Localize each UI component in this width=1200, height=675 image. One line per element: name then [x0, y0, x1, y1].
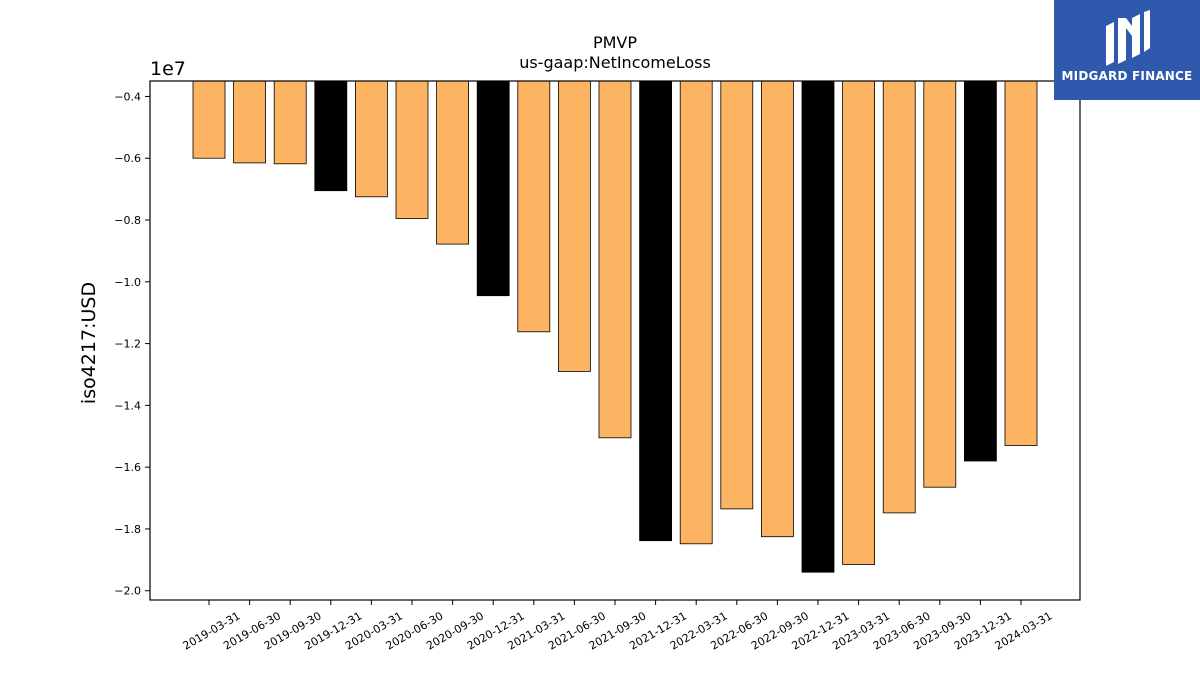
- bar-2023-06-30: [882, 80, 916, 514]
- y-tick-label: −1.8: [114, 523, 141, 536]
- y-tick-label: −2.0: [114, 585, 141, 598]
- bar-2023-09-30: [923, 80, 957, 488]
- bar-2022-03-31: [679, 80, 713, 545]
- bar-2021-12-31: [639, 80, 672, 542]
- bar-2020-09-30: [436, 80, 470, 245]
- y-tick-label: −1.6: [114, 461, 141, 474]
- bar-2024-03-31: [1004, 80, 1038, 446]
- bar-2019-09-30: [273, 80, 307, 165]
- bar-2023-03-31: [842, 80, 875, 565]
- bar-2022-09-30: [761, 80, 794, 538]
- bar-2020-06-30: [395, 80, 429, 219]
- midgard-logo-icon: [1106, 10, 1150, 66]
- y-tick-label: −1.4: [114, 399, 141, 412]
- y-tick-label: −1.0: [114, 276, 141, 289]
- y-tick-label: −0.4: [114, 90, 141, 103]
- bar-2020-12-31: [476, 80, 510, 297]
- bar-2019-06-30: [233, 80, 267, 164]
- bar-2019-03-31: [192, 80, 226, 159]
- plot-frame: [149, 80, 1081, 601]
- bar-2022-12-31: [801, 80, 835, 573]
- y-tick-label: −1.2: [114, 338, 141, 351]
- bars-group: [192, 80, 1038, 573]
- chart-title: PMVP: [593, 33, 637, 52]
- bar-2021-03-31: [517, 80, 551, 333]
- bar-2021-09-30: [598, 80, 632, 439]
- bar-2023-12-31: [964, 80, 997, 462]
- bar-2021-06-30: [558, 80, 591, 372]
- y-axis-label: iso4217:USD: [78, 282, 100, 404]
- bar-2022-06-30: [720, 80, 754, 510]
- y-ticks-group: −0.4 −0.6 −0.8 −1.0 −1.2 −1.4 −1.6 −1.8 −2.0: [114, 90, 150, 598]
- y-tick-label: −0.8: [114, 214, 141, 227]
- bar-2020-03-31: [354, 80, 388, 198]
- y-axis-offset-label: 1e7: [150, 58, 186, 80]
- brand-name: MIDGARD FINANCE: [1061, 69, 1193, 83]
- x-ticks-group: 2019-03-312019-06-302019-09-302019-12-31…: [181, 600, 1055, 653]
- y-tick-label: −0.6: [114, 152, 141, 165]
- chart-subtitle: us-gaap:NetIncomeLoss: [519, 53, 711, 72]
- bar-2019-12-31: [314, 80, 348, 192]
- brand-logo: MIDGARD FINANCE: [1054, 0, 1200, 100]
